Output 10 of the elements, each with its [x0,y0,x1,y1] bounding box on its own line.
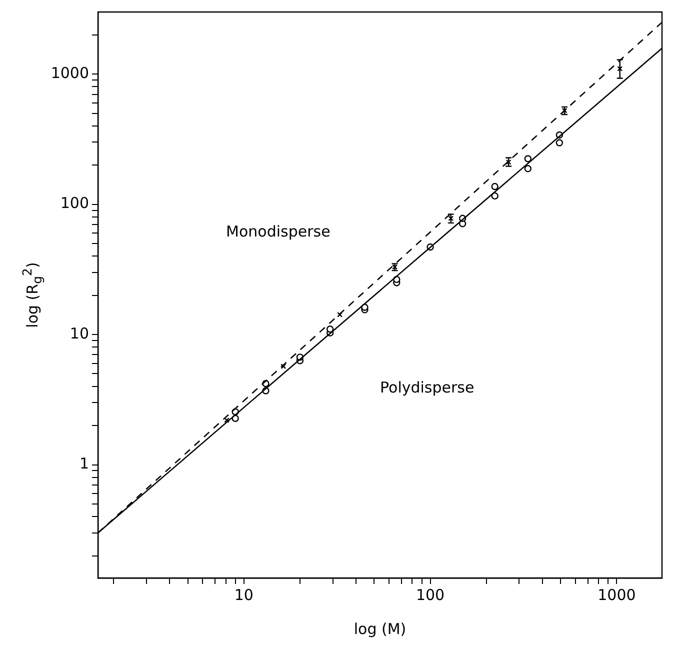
y-tick-label: 100 [60,194,89,212]
x-tick-label: 100 [416,586,445,604]
x-tick-label: 10 [234,586,254,604]
x-tick-label: 1000 [598,586,636,604]
y-tick-label: 1000 [50,64,89,82]
annotation: Monodisperse [226,222,330,241]
y-tick-label: 10 [70,324,89,342]
annotation: Polydisperse [380,378,474,396]
y-tick-label: 1 [79,454,89,473]
x-axis-title: log (M) [352,620,408,638]
